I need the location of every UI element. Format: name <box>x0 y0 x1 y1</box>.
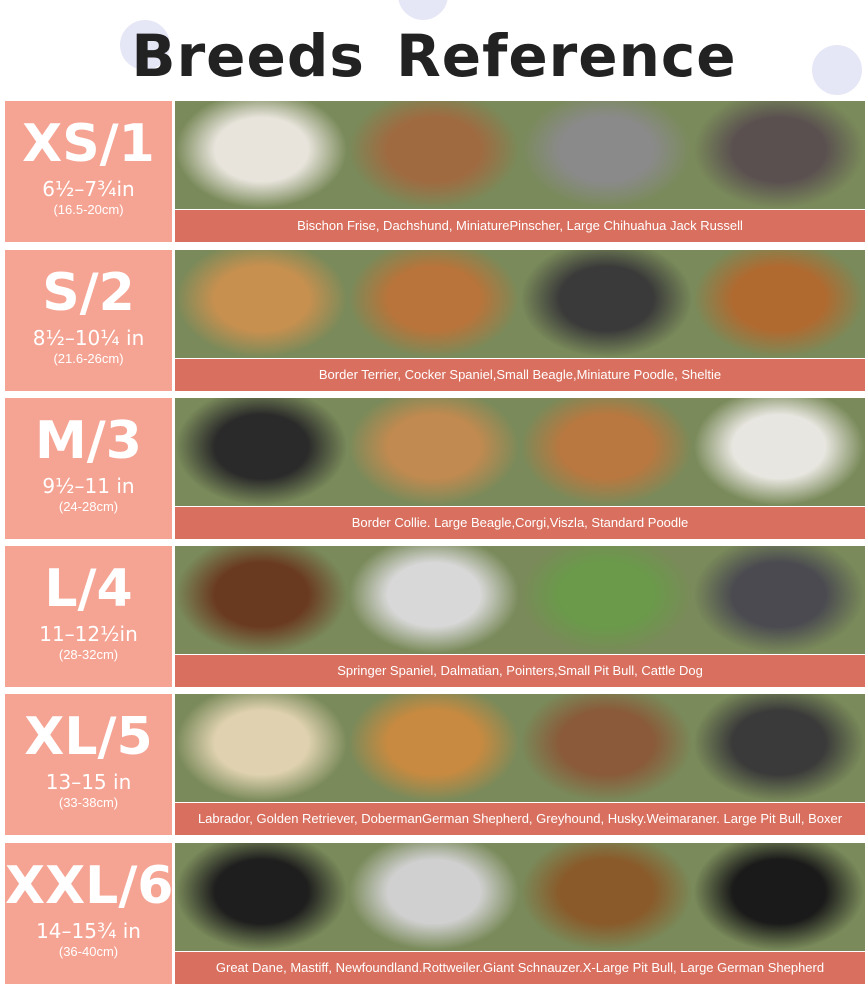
size-cm: (33-38cm) <box>58 795 119 810</box>
dog-photo <box>520 694 693 802</box>
dog-photo <box>175 546 348 654</box>
dog-photo <box>347 101 520 209</box>
size-name: XXL/6 <box>5 856 174 916</box>
breed-caption: Border Collie. Large Beagle,Corgi,Viszla… <box>175 507 865 539</box>
size-name: M/3 <box>35 411 142 471</box>
decor-circle <box>398 0 448 20</box>
dog-photo <box>692 398 865 506</box>
size-label-box: L/4 11–12½in (28-32cm) <box>5 546 172 687</box>
size-name: L/4 <box>44 559 133 619</box>
dog-photo <box>692 101 865 209</box>
decor-circle <box>120 20 170 70</box>
dog-photo <box>347 843 520 951</box>
dog-photo <box>175 398 348 506</box>
size-label-box: XS/1 6½–7¾in (16.5-20cm) <box>5 101 172 242</box>
size-inches: 8½–10¼ in <box>32 326 145 350</box>
dog-photo <box>520 398 693 506</box>
photo-strip <box>175 694 865 802</box>
dog-photo <box>692 546 865 654</box>
size-cm: (28-32cm) <box>58 647 119 662</box>
size-cm: (21.6-26cm) <box>53 351 124 366</box>
size-label-box: XL/5 13–15 in (33-38cm) <box>5 694 172 835</box>
dog-photo <box>520 843 693 951</box>
size-cm: (16.5-20cm) <box>53 202 124 217</box>
size-inches: 13–15 in <box>45 770 132 794</box>
dog-photo <box>520 101 693 209</box>
breed-caption: Great Dane, Mastiff, Newfoundland.Rottwe… <box>175 952 865 984</box>
photo-strip <box>175 546 865 654</box>
size-inches: 14–15¾ in <box>36 919 141 943</box>
size-cm: (24-28cm) <box>58 499 119 514</box>
breed-caption: Labrador, Golden Retriever, DobermanGerm… <box>175 803 865 835</box>
dog-photo <box>692 694 865 802</box>
size-row: M/3 9½–11 in (24-28cm) Border Collie. La… <box>5 398 865 539</box>
photo-strip <box>175 843 865 951</box>
decor-circle <box>812 45 862 95</box>
size-row: XL/5 13–15 in (33-38cm) Labrador, Golden… <box>5 694 865 835</box>
breed-caption: Bischon Frise, Dachshund, MiniaturePinsc… <box>175 210 865 242</box>
photo-strip <box>175 101 865 209</box>
size-cm: (36-40cm) <box>58 944 119 959</box>
size-name: XS/1 <box>22 114 155 174</box>
size-row: S/2 8½–10¼ in (21.6-26cm) Border Terrier… <box>5 250 865 391</box>
dog-photo <box>347 694 520 802</box>
dog-photo <box>347 546 520 654</box>
dog-photo <box>692 250 865 358</box>
page-title: Breeds Reference <box>131 22 737 90</box>
size-label-box: XXL/6 14–15¾ in (36-40cm) <box>5 843 174 984</box>
breed-caption: Springer Spaniel, Dalmatian, Pointers,Sm… <box>175 655 865 687</box>
dog-photo <box>347 250 520 358</box>
size-row: L/4 11–12½in (28-32cm) Springer Spaniel,… <box>5 546 865 687</box>
dog-photo <box>175 694 348 802</box>
dog-photo <box>175 101 348 209</box>
dog-photo <box>520 250 693 358</box>
size-label-box: S/2 8½–10¼ in (21.6-26cm) <box>5 250 172 391</box>
size-name: XL/5 <box>24 707 153 767</box>
photo-strip <box>175 250 865 358</box>
size-inches: 6½–7¾in <box>42 177 135 201</box>
size-inches: 9½–11 in <box>42 474 135 498</box>
size-inches: 11–12½in <box>39 622 138 646</box>
dog-photo <box>175 250 348 358</box>
size-label-box: M/3 9½–11 in (24-28cm) <box>5 398 172 539</box>
dog-photo <box>520 546 693 654</box>
dog-photo <box>692 843 865 951</box>
photo-strip <box>175 398 865 506</box>
dog-photo <box>347 398 520 506</box>
size-row: XXL/6 14–15¾ in (36-40cm) Great Dane, Ma… <box>5 843 865 984</box>
size-name: S/2 <box>42 263 135 323</box>
breed-caption: Border Terrier, Cocker Spaniel,Small Bea… <box>175 359 865 391</box>
size-row: XS/1 6½–7¾in (16.5-20cm) Bischon Frise, … <box>5 101 865 242</box>
dog-photo <box>175 843 348 951</box>
